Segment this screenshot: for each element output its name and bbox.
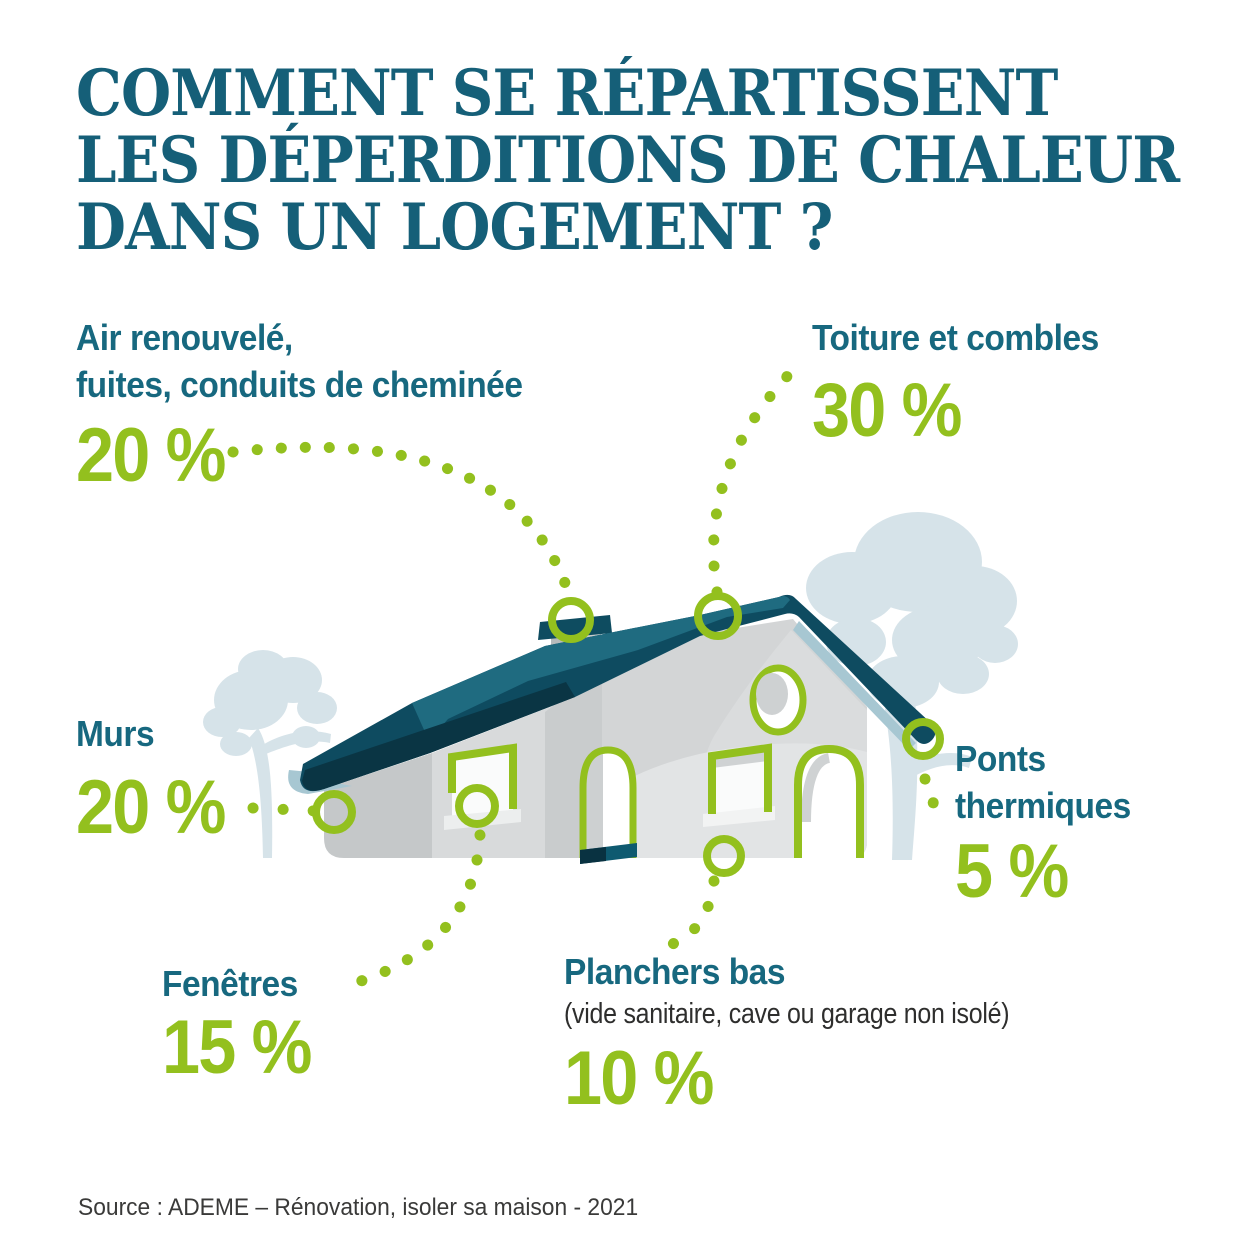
window-right-reveal — [712, 750, 768, 768]
callout-ponts-value: 5 % — [955, 829, 1069, 914]
window-right-frame — [708, 743, 772, 814]
wall-left-wing-shaded — [324, 753, 432, 858]
callout-murs-value: 20 % — [76, 765, 227, 850]
title-line-1: COMMENT SE RÉPARTISSENT — [76, 56, 1058, 131]
marker-toiture-icon — [694, 592, 742, 640]
window-center-arch-frame — [579, 746, 637, 858]
callout-toiture-label: Toiture et combles — [812, 317, 1099, 358]
dotted-connectors — [227, 354, 940, 988]
window-right-sill — [703, 806, 775, 827]
dotted-connector-ponts — [919, 773, 940, 811]
callout-ponts-label: Ponts thermiques — [955, 738, 1131, 826]
callout-planchers-label: Planchers bas — [564, 951, 785, 992]
marker-ponts-icon — [902, 718, 944, 760]
window-center-arch-shade — [583, 754, 603, 858]
callout-toiture: Toiture et combles 30 % — [812, 314, 1120, 449]
callout-fenetres: Fenêtres 15 % — [162, 960, 327, 1086]
dotted-connector-air — [227, 441, 575, 600]
door-arch-shade — [801, 753, 831, 823]
callout-murs-label: Murs — [76, 713, 155, 754]
callout-air-renouvele: Air renouvelé, fuites, conduits de chemi… — [76, 314, 556, 494]
title-line-2: LES DÉPERDITIONS DE CHALEUR — [76, 123, 1180, 198]
window-left-frame — [448, 743, 517, 809]
marker-murs-icon — [312, 790, 356, 834]
callout-air-label: Air renouvelé, fuites, conduits de chemi… — [76, 317, 523, 405]
heat-loss-markers — [312, 592, 944, 877]
marker-planchers-icon — [703, 835, 745, 877]
callout-fenetres-value: 15 % — [162, 1005, 313, 1090]
dotted-connector-planchers — [658, 875, 720, 953]
door-arch-frame — [794, 744, 864, 858]
tree-left-icon — [203, 650, 337, 858]
marker-fenetres-icon — [455, 784, 499, 828]
source-credit: Source : ADEME – Rénovation, isoler sa m… — [78, 1194, 639, 1221]
callout-planchers-value: 10 % — [564, 1036, 715, 1121]
roof-underside-shadow — [302, 682, 575, 791]
dotted-connector-murs — [247, 802, 323, 817]
door-step-shadow — [580, 847, 606, 864]
page-title: COMMENT SE RÉPARTISSENT LES DÉPERDITIONS… — [76, 56, 1180, 265]
callout-ponts-thermiques: Ponts thermiques 5 % — [955, 735, 1144, 910]
roof — [288, 594, 936, 794]
title-line-3: DANS UN LOGEMENT ? — [76, 190, 833, 265]
dotted-connector-fenetres — [352, 829, 486, 988]
roof-gable-edge-blue — [793, 621, 916, 750]
roof-back-plane — [412, 596, 790, 741]
callout-fenetres-label: Fenêtres — [162, 963, 298, 1004]
background-trees — [203, 512, 1018, 860]
window-oval-shade — [756, 673, 788, 715]
callout-murs: Murs 20 % — [76, 710, 241, 846]
callout-toiture-value: 30 % — [812, 368, 963, 453]
callout-planchers-bas: Planchers bas (vide sanitaire, cave ou g… — [564, 948, 1082, 1117]
marker-air-chimney-icon — [548, 597, 594, 643]
callout-air-value: 20 % — [76, 413, 227, 498]
callout-planchers-subtitle: (vide sanitaire, cave ou garage non isol… — [564, 998, 1010, 1030]
dotted-connector-toiture — [708, 354, 809, 598]
